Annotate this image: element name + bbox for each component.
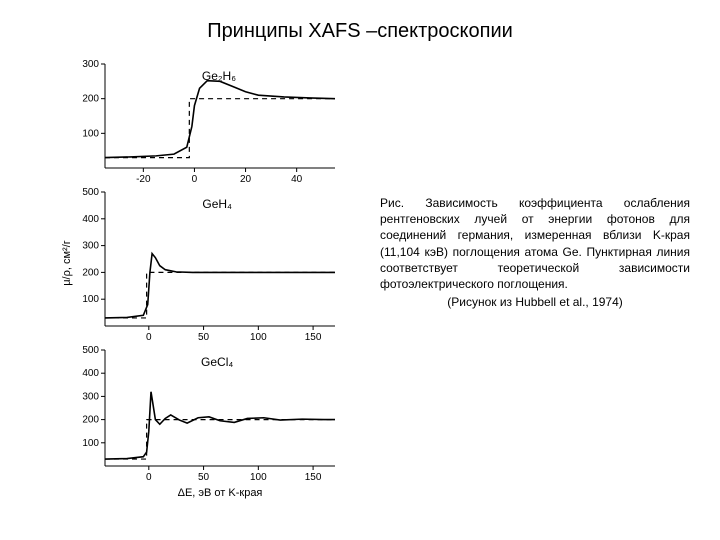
svg-text:μ/ρ, см²/г: μ/ρ, см²/г: [61, 240, 73, 286]
svg-text:200: 200: [82, 267, 99, 278]
svg-text:500: 500: [82, 187, 99, 198]
svg-text:100: 100: [82, 438, 99, 449]
svg-text:150: 150: [305, 332, 322, 343]
svg-text:GeH₄: GeH₄: [202, 197, 232, 211]
svg-text:200: 200: [82, 94, 99, 105]
svg-text:ΔE, эВ от K-края: ΔE, эВ от K-края: [178, 487, 263, 499]
svg-text:20: 20: [240, 174, 252, 185]
svg-text:Ge₂H₆: Ge₂H₆: [202, 69, 236, 83]
figure-caption: Рис. Зависимость коэффициента ослабления…: [380, 195, 690, 310]
svg-text:50: 50: [198, 472, 210, 483]
svg-text:300: 300: [82, 391, 99, 402]
page-title: Принципы XAFS –спектроскопии: [0, 20, 720, 43]
svg-text:40: 40: [291, 174, 303, 185]
svg-text:0: 0: [146, 472, 152, 483]
svg-text:0: 0: [146, 332, 152, 343]
svg-text:GeCl₄: GeCl₄: [201, 355, 233, 369]
svg-text:-20: -20: [136, 174, 151, 185]
svg-text:200: 200: [82, 415, 99, 426]
chart-stack: μ/ρ, см²/г 100 200 300 -20 0 20 40 Ge₂H₆ 100 200 30…: [60, 60, 340, 515]
svg-text:300: 300: [82, 60, 99, 70]
svg-text:100: 100: [250, 332, 267, 343]
caption-reference: (Рисунок из Hubbell et al., 1974): [380, 294, 690, 310]
svg-text:0: 0: [192, 174, 198, 185]
svg-text:300: 300: [82, 241, 99, 252]
xafs-chart: μ/ρ, см²/г 100 200 300 -20 0 20 40 Ge₂H₆ 100 200 30…: [60, 60, 340, 515]
svg-text:500: 500: [82, 345, 99, 356]
svg-text:150: 150: [305, 472, 322, 483]
svg-text:400: 400: [82, 368, 99, 379]
svg-text:100: 100: [82, 294, 99, 305]
svg-text:50: 50: [198, 332, 210, 343]
svg-text:400: 400: [82, 214, 99, 225]
caption-text-1: Рис. Зависимость коэффициента ослабления…: [380, 196, 690, 242]
svg-text:100: 100: [250, 472, 267, 483]
svg-text:100: 100: [82, 128, 99, 139]
